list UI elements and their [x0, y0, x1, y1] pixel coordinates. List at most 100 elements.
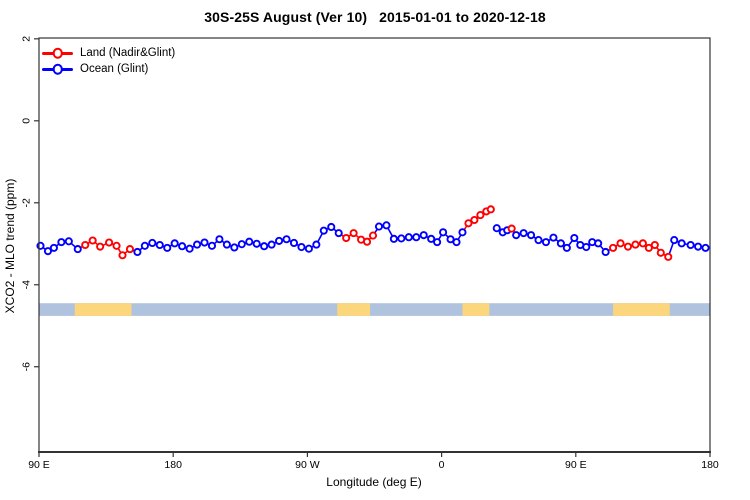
land-data-point [112, 241, 121, 250]
ocean-data-point [282, 235, 291, 244]
ocean-data-point [412, 233, 421, 242]
ocean-data-point [36, 241, 45, 250]
ocean-data-point [433, 238, 442, 247]
ocean-data-point [601, 247, 610, 257]
ocean-data-point [170, 239, 179, 248]
ocean-data-point [512, 231, 521, 240]
ocean-data-point [427, 234, 436, 243]
land-data-point [362, 237, 372, 246]
land-data-point [118, 251, 127, 260]
x-tick-label: 90 W [295, 459, 320, 471]
ocean-data-point [73, 245, 82, 254]
ocean-data-point [49, 243, 58, 252]
land-data-point [609, 243, 618, 252]
ocean-data-point [519, 229, 528, 238]
ocean-data-point [267, 240, 276, 249]
ocean-data-point [404, 233, 413, 242]
y-tick-label: -2 [21, 198, 33, 207]
ocean-data-point [677, 239, 686, 248]
ocean-data-point [439, 228, 448, 237]
x-tick-label: 180 [701, 459, 719, 471]
ocean-data-point [193, 240, 202, 249]
ocean-data-point [252, 239, 261, 248]
land-data-point [476, 211, 485, 220]
ocean-data-point [155, 240, 164, 250]
ocean-data-point [140, 241, 149, 250]
legend: Land (Nadir&Glint) Ocean (Glint) [42, 45, 175, 77]
land-band-segment [74, 303, 132, 316]
ocean-data-point [334, 229, 343, 238]
ocean-data-point [594, 239, 603, 248]
ocean-data-point [260, 242, 269, 251]
plot-box [38, 37, 711, 453]
ocean-data-point [527, 231, 536, 240]
ocean-data-point [222, 240, 231, 249]
land-data-point [349, 229, 358, 238]
ocean-data-point [237, 240, 246, 249]
land-data-point [631, 240, 640, 249]
land-data-point [105, 238, 114, 247]
land-band-segment [337, 303, 371, 316]
x-tick-label: 90 E [565, 459, 587, 471]
ocean-data-point [686, 240, 695, 250]
land-data-point [644, 243, 653, 252]
y-tick-label: -6 [21, 362, 33, 371]
ocean-data-point [534, 236, 543, 245]
land-data-point [96, 242, 105, 251]
ocean-band [39, 303, 710, 316]
ocean-data-point [178, 242, 187, 251]
open-circle-icon [52, 63, 63, 75]
ocean-data-point [452, 238, 461, 247]
land-data-point [88, 236, 97, 245]
land-data-point [664, 252, 673, 261]
ocean-data-point [230, 243, 239, 252]
ocean-data-point [389, 234, 398, 243]
y-tick-label: 0 [21, 118, 33, 124]
ocean-data-point [215, 235, 224, 244]
land-data-point [464, 219, 473, 228]
ocean-data-point [304, 244, 313, 253]
ocean-data-point [549, 233, 558, 242]
ocean-data-point [327, 222, 336, 232]
y-tick-label: 2 [21, 36, 33, 42]
land-data-point [81, 240, 90, 250]
land-data-point [125, 245, 135, 254]
ocean-data-point [163, 243, 172, 252]
land-data-point [368, 231, 378, 240]
ocean-data-point [541, 238, 551, 247]
ocean-data-point [570, 233, 579, 243]
ocean-data-point [207, 241, 217, 250]
ocean-data-point [245, 237, 254, 246]
ocean-data-point [556, 239, 565, 248]
ocean-data-point [582, 242, 591, 252]
land-data-point [470, 215, 479, 225]
ocean-data-point [133, 247, 142, 257]
legend-item-ocean: Ocean (Glint) [42, 61, 175, 77]
ocean-data-point [562, 243, 571, 252]
legend-item-land: Land (Nadir&Glint) [42, 45, 175, 61]
ocean-data-point [382, 221, 391, 230]
ocean-data-point [319, 226, 328, 235]
ocean-data-point [446, 235, 455, 244]
land-band-segment [462, 303, 490, 316]
ocean-data-point [185, 244, 194, 253]
land-data-point [507, 224, 516, 233]
ocean-data-point [57, 238, 66, 247]
ocean-data-point [64, 237, 73, 246]
land-band-segment [613, 303, 670, 316]
x-tick-label: 90 E [28, 459, 50, 471]
land-data-point [342, 233, 351, 243]
ocean-data-point [200, 238, 209, 247]
land-data-point [638, 239, 647, 248]
ocean-data-point [43, 247, 52, 256]
land-data-point [650, 240, 659, 250]
ocean-data-point [397, 234, 406, 243]
ocean-data-point [492, 224, 501, 233]
ocean-data-point [701, 243, 710, 252]
land-data-point [623, 242, 633, 251]
ocean-data-point [297, 242, 306, 252]
ocean-data-point [275, 236, 284, 245]
ocean-data-point [312, 240, 321, 249]
